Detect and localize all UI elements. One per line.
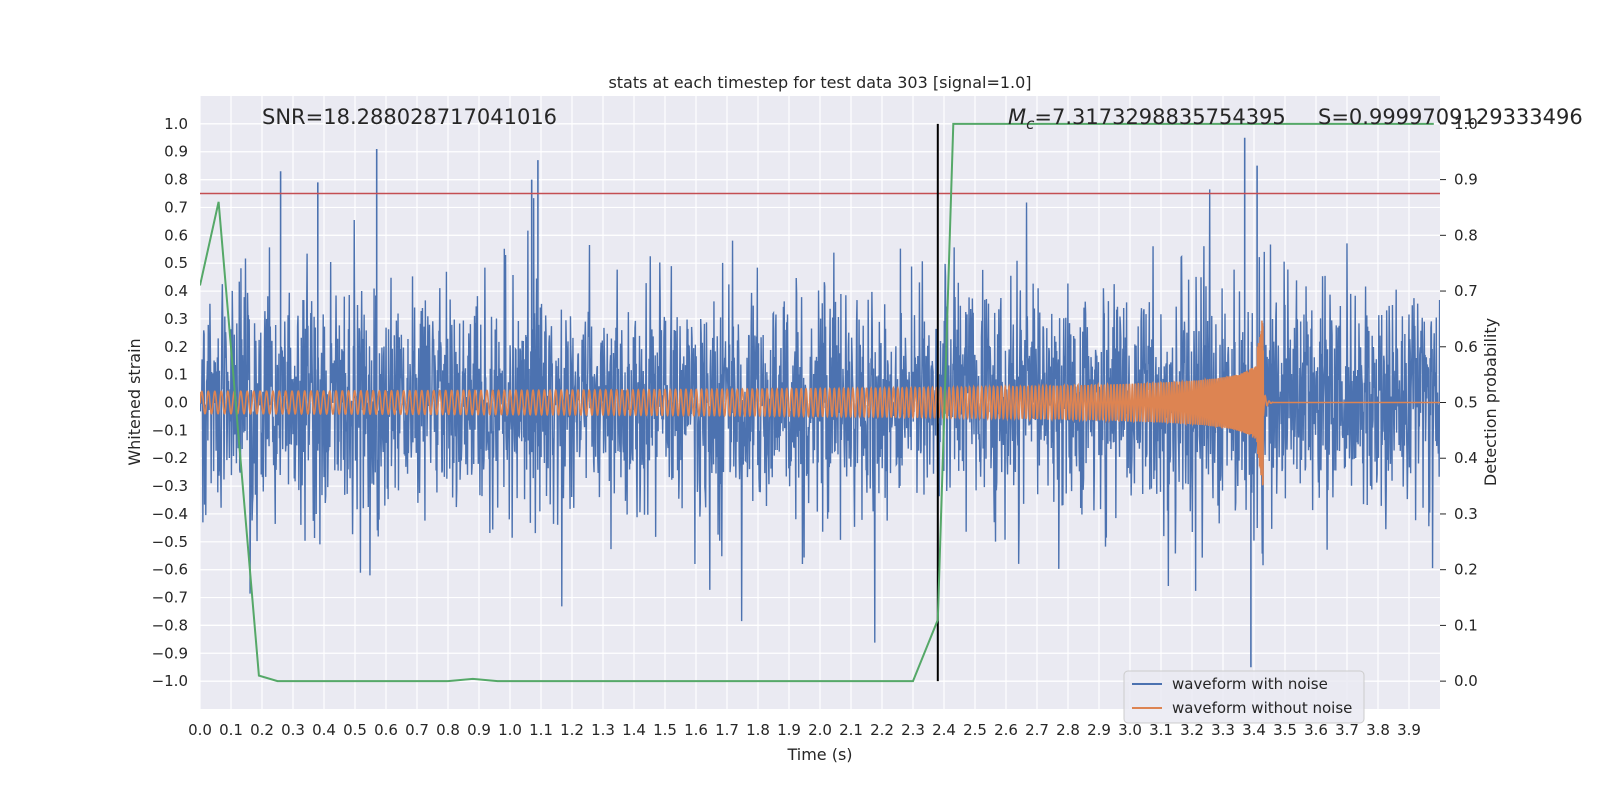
series-detection-probability — [200, 122, 1434, 683]
chirp-mass-subscript: c — [1026, 115, 1035, 133]
x-tick-label: 0.1 — [219, 721, 243, 739]
y-tick-label: 0.6 — [164, 226, 188, 244]
y2-tick-label: 1.0 — [1454, 115, 1478, 133]
y-tick-label: 0.8 — [164, 171, 188, 189]
y-tick-label: 0.7 — [164, 198, 188, 216]
legend-label-noise: waveform with noise — [1172, 675, 1328, 693]
x-tick-labels: 0.0 0.1 0.2 0.3 0.4 0.5 0.6 0.7 0.8 0.9 1.0 1.1 1.2 1… — [188, 721, 1421, 739]
y2-tick-label: 0.8 — [1454, 226, 1478, 244]
series-waveform-with-noise — [200, 189, 1440, 643]
y-tick-label: −1.0 — [152, 672, 188, 690]
legend-label-clean: waveform without noise — [1172, 699, 1352, 717]
x-tick-label: 2.2 — [870, 721, 894, 739]
x-tick-label: 0.0 — [188, 721, 212, 739]
x-tick-label: 1.8 — [746, 721, 770, 739]
x-tick-label: 0.3 — [281, 721, 305, 739]
x-axis-label: Time (s) — [786, 745, 852, 764]
x-tick-label: 2.6 — [994, 721, 1018, 739]
y-tick-label: 0.2 — [164, 338, 188, 356]
y-tick-label: 0.4 — [164, 282, 188, 300]
x-tick-label: 2.8 — [1056, 721, 1080, 739]
x-tick-label: 2.7 — [1025, 721, 1049, 739]
y-tick-label: −0.2 — [152, 449, 188, 467]
legend-box — [1123, 670, 1365, 724]
chirp-mass-symbol: M — [1008, 105, 1026, 129]
x-tick-label: 0.8 — [436, 721, 460, 739]
y-tick-label: 0.3 — [164, 310, 188, 328]
x-tick-label: 2.4 — [932, 721, 956, 739]
x-tick-label: 3.3 — [1211, 721, 1235, 739]
y-tick-label: −0.7 — [152, 589, 188, 607]
y2-tick-label: 0.5 — [1454, 394, 1478, 412]
y-tick-label: −0.3 — [152, 477, 188, 495]
y2-tick-label: 0.3 — [1454, 505, 1478, 523]
y2-tick-label: 0.1 — [1454, 616, 1478, 634]
y2-tick-labels: 1.0 0.9 0.8 0.7 0.6 0.5 0.4 0.3 0.2 0.1 0.0 — [1440, 115, 1478, 690]
x-tick-label: 2.3 — [901, 721, 925, 739]
y2-tick-label: 0.7 — [1454, 282, 1478, 300]
x-tick-label: 0.5 — [343, 721, 367, 739]
legend: waveform with noise waveform without noi… — [1123, 670, 1365, 724]
x-tick-label: 3.2 — [1180, 721, 1204, 739]
x-tick-label: 0.9 — [467, 721, 491, 739]
x-tick-label: 3.6 — [1304, 721, 1328, 739]
x-tick-label: 1.6 — [684, 721, 708, 739]
y2-tick-label: 0.9 — [1454, 171, 1478, 189]
x-tick-label: 3.7 — [1335, 721, 1359, 739]
y-tick-label: 0.0 — [164, 394, 188, 412]
x-tick-label: 2.0 — [808, 721, 832, 739]
y2-tick-label: 0.2 — [1454, 561, 1478, 579]
y2-tick-label: 0.6 — [1454, 338, 1478, 356]
x-tick-label: 1.0 — [498, 721, 522, 739]
x-tick-label: 1.2 — [560, 721, 584, 739]
x-tick-label: 1.9 — [777, 721, 801, 739]
x-tick-label: 1.5 — [653, 721, 677, 739]
x-tick-label: 3.5 — [1273, 721, 1297, 739]
x-tick-label: 3.9 — [1397, 721, 1421, 739]
x-tick-label: 3.1 — [1149, 721, 1173, 739]
y2-axis-label: Detection probability — [1481, 318, 1500, 486]
x-tick-label: 0.4 — [312, 721, 336, 739]
x-tick-label: 2.9 — [1087, 721, 1111, 739]
chart-title: stats at each timestep for test data 303… — [608, 73, 1031, 92]
chirp-mass-value: =7.3173298835754395 — [1034, 105, 1285, 129]
x-tick-label: 1.4 — [622, 721, 646, 739]
x-tick-label: 1.7 — [715, 721, 739, 739]
y-tick-label: 0.5 — [164, 254, 188, 272]
y-tick-label: 0.1 — [164, 366, 188, 384]
y-tick-label: −0.5 — [152, 533, 188, 551]
series-waveform-without-noise — [200, 320, 1440, 486]
x-tick-label: 3.8 — [1366, 721, 1390, 739]
y-tick-label: −0.4 — [152, 505, 188, 523]
y-tick-label: −0.6 — [152, 561, 188, 579]
y-tick-label: −0.9 — [152, 644, 188, 662]
y-axis-label: Whitened strain — [125, 338, 144, 465]
x-tick-label: 0.6 — [374, 721, 398, 739]
y2-tick-label: 0.4 — [1454, 449, 1478, 467]
y-tick-label: 1.0 — [164, 115, 188, 133]
x-tick-label: 2.5 — [963, 721, 987, 739]
x-tick-label: 1.3 — [591, 721, 615, 739]
plot-area — [200, 122, 1440, 683]
x-tick-label: 0.2 — [250, 721, 274, 739]
y-tick-label: −0.8 — [152, 616, 188, 634]
x-tick-label: 3.4 — [1242, 721, 1266, 739]
x-tick-label: 2.1 — [839, 721, 863, 739]
x-tick-label: 3.0 — [1118, 721, 1142, 739]
snr-annotation: SNR=18.288028717041016 — [262, 105, 557, 129]
chirp-mass-annotation: Mc=7.3173298835754395 — [1008, 105, 1286, 133]
y-tick-label: 0.9 — [164, 143, 188, 161]
y2-tick-label: 0.0 — [1454, 672, 1478, 690]
detection-score-annotation: S=0.9999709129333496 — [1318, 105, 1583, 129]
y-tick-labels: 1.0 0.9 0.8 0.7 0.6 0.5 0.4 0.3 0.2 0.1 0.0 −0.1 −0.… — [152, 115, 188, 690]
x-tick-label: 0.7 — [405, 721, 429, 739]
x-tick-label: 1.1 — [529, 721, 553, 739]
y-tick-label: −0.1 — [152, 421, 188, 439]
